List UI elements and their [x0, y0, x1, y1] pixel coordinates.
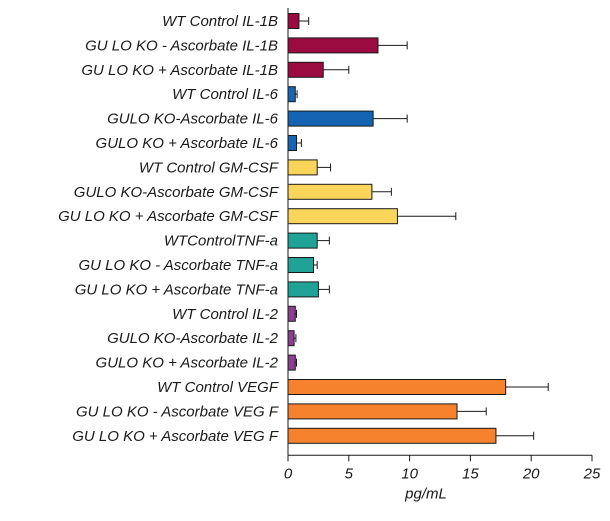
error-bar [317, 236, 330, 245]
x-tick-label: 25 [583, 465, 601, 482]
error-bar [295, 358, 298, 367]
bar [287, 330, 295, 347]
bar [287, 86, 296, 103]
error-bar [371, 187, 392, 196]
error-bar [377, 41, 408, 50]
bar [287, 13, 300, 29]
bars-layer [287, 13, 507, 444]
category-label: GU LO KO + Ascorbate TNF-a [75, 281, 278, 298]
bar [287, 403, 458, 420]
bar [287, 61, 324, 78]
bar [287, 232, 318, 249]
error-bar [495, 431, 535, 440]
category-label: GULO KO + Ascorbate IL-2 [96, 355, 279, 372]
category-label: WT Control VEGF [157, 379, 279, 396]
category-label: WT Control GM-CSF [139, 159, 279, 176]
category-label: WT Control IL-6 [172, 86, 279, 103]
bar [287, 110, 374, 127]
bar [287, 257, 315, 273]
category-label: GU LO KO - Ascorbate VEG F [76, 403, 279, 420]
error-bar [457, 407, 487, 416]
category-label: GU LO KO + Ascorbate GM-CSF [58, 208, 279, 225]
error-bar [295, 90, 298, 99]
bar [287, 159, 318, 176]
bar [287, 208, 398, 225]
category-label: GU LO KO - Ascorbate IL-1B [85, 37, 278, 54]
bar [287, 37, 379, 54]
x-tick-label: 20 [522, 465, 540, 482]
category-label: GULO KO-Ascorbate GM-CSF [74, 184, 279, 201]
category-label: GULO KO-Ascorbate IL-6 [107, 111, 279, 128]
category-label: GU LO KO - Ascorbate TNF-a [79, 257, 279, 274]
error-bar [318, 285, 330, 294]
error-bar [295, 309, 298, 318]
error-bars-layer [294, 17, 549, 440]
error-bar [294, 334, 297, 343]
category-label: GULO KO + Ascorbate IL-6 [96, 135, 279, 152]
error-bar [313, 261, 318, 269]
x-axis-title: pg/mL [404, 485, 447, 502]
error-bar [298, 17, 310, 25]
category-label: GULO KO-Ascorbate IL-2 [107, 330, 279, 347]
error-bar [317, 163, 332, 172]
category-label: GU LO KO + Ascorbate VEG F [72, 428, 279, 445]
bar [287, 281, 319, 298]
x-tick-label: 15 [462, 465, 479, 482]
bar [287, 379, 507, 395]
x-tick-label: 0 [284, 465, 293, 482]
x-tick-label: 10 [401, 465, 418, 482]
bar [287, 135, 298, 151]
bar [287, 427, 497, 444]
category-label: GU LO KO + Ascorbate IL-1B [81, 62, 278, 79]
category-label: WT Control IL-1B [162, 13, 278, 30]
bar [287, 354, 296, 371]
x-tick-label: 5 [345, 465, 354, 482]
error-bar [397, 212, 457, 221]
bar [287, 305, 296, 322]
error-bar [373, 114, 408, 123]
category-label: WT Control IL-2 [172, 306, 279, 323]
category-labels-layer: WT Control IL-1B GU LO KO - Ascorbate IL-… [58, 13, 279, 445]
bar [287, 183, 373, 200]
x-ticks-layer: 0 5 10 15 20 25 [284, 455, 601, 482]
error-bar [296, 139, 302, 147]
error-bar [323, 65, 350, 74]
error-bar [505, 383, 549, 391]
category-label: WTControlTNF-a [164, 233, 278, 250]
